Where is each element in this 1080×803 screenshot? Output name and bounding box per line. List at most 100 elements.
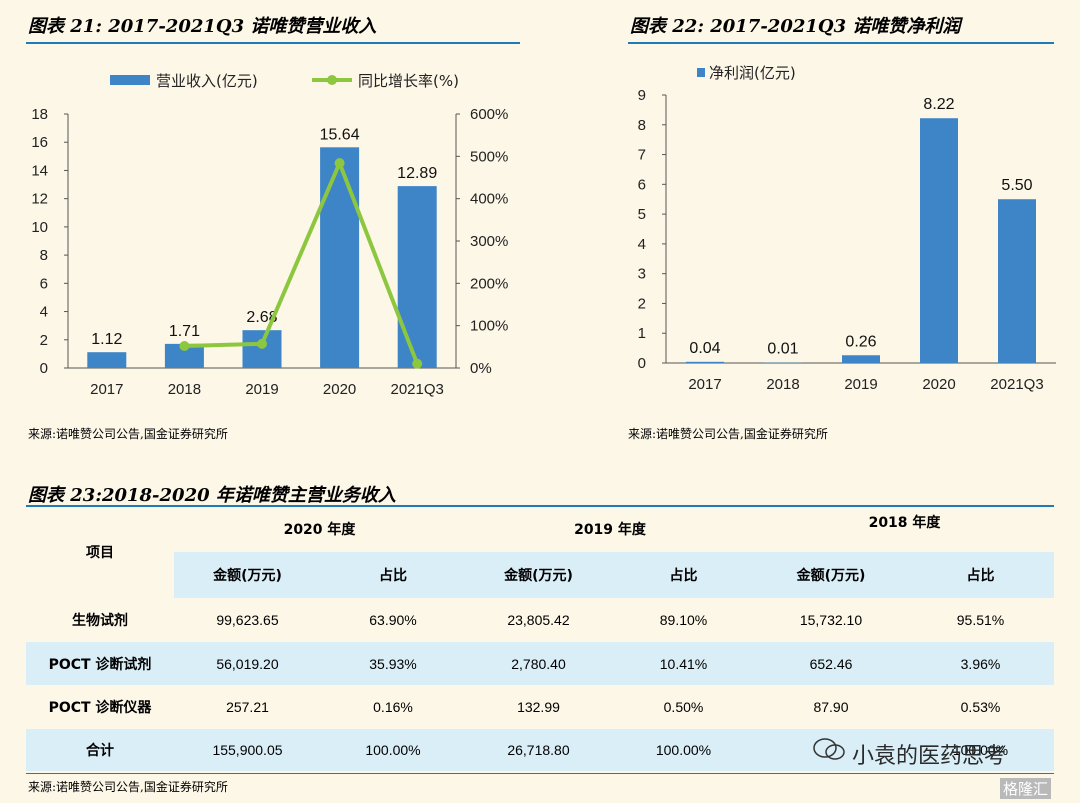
- growth-line: [184, 157, 420, 365]
- net-profit-bar-label: 0.04: [689, 340, 720, 357]
- table-cell: 2,780.40: [511, 655, 566, 672]
- left-tick-label: 2: [40, 332, 48, 349]
- left-tick-label: 6: [40, 275, 48, 292]
- table-row: POCT 诊断试剂 56,019.20 35.93% 2,780.40 10.4…: [26, 642, 1054, 685]
- right-tick-label: 500%: [470, 148, 508, 165]
- legend-line-marker: [327, 75, 337, 85]
- revenue-bar: [397, 186, 437, 368]
- growth-point: [334, 158, 345, 169]
- sub-header: 占比: [612, 552, 755, 598]
- net-profit-bar: [920, 118, 958, 363]
- revenue-bar: [242, 330, 282, 368]
- table-cell: 0.50%: [663, 699, 704, 715]
- table-cell: 10.41%: [659, 655, 708, 672]
- table-cell: 3.96%: [960, 655, 1001, 672]
- left-tick-label: 0: [40, 360, 48, 377]
- table-cell: 100.00%: [655, 742, 712, 758]
- left-tick-label: 5: [638, 206, 646, 223]
- right-tick-label: 200%: [470, 275, 508, 292]
- left-tick-label: 4: [638, 236, 646, 253]
- left-tick-label: 1: [638, 325, 646, 342]
- row-label: POCT 诊断试剂: [48, 656, 152, 673]
- left-tick-label: 10: [31, 219, 48, 236]
- right-tick-label: 100%: [470, 318, 508, 335]
- x-tick-label: 2019: [245, 381, 278, 398]
- revenue-bar-label: 15.64: [320, 126, 360, 143]
- sub-header: 金额(万元): [755, 552, 907, 598]
- fig23-title: 图表 23:2018-2020 年诺唯赞主营业务收入: [28, 485, 396, 506]
- net-profit-bar: [686, 361, 724, 363]
- left-tick-label: 4: [40, 304, 48, 321]
- revenue-bar: [320, 147, 360, 368]
- left-tick-label: 0: [638, 355, 646, 372]
- table-cell: 26,718.80: [507, 742, 570, 758]
- table-cell: 257.21: [226, 699, 269, 715]
- legend-bar-swatch: [697, 68, 705, 77]
- table-cell: 35.93%: [369, 655, 417, 672]
- sub-header: 占比: [907, 552, 1054, 598]
- legend-bar-label: 营业收入(亿元): [156, 72, 258, 90]
- revenue-chart: 营业收入(亿元) 同比增长率(%) 0 2 4 6 8 10 12 14 16 18 0% 100% 200…: [31, 72, 508, 398]
- table-cell: 63.90%: [369, 612, 417, 628]
- revenue-bar-label: 12.89: [397, 165, 437, 182]
- left-tick-label: 18: [31, 106, 48, 123]
- fig21-source: 来源:诺唯赞公司公告,国金证券研究所: [28, 427, 228, 441]
- legend-bar-label: 净利润(亿元): [709, 64, 796, 82]
- x-tick-label: 2021Q3: [391, 381, 444, 398]
- left-tick-label: 8: [40, 247, 48, 264]
- table-cell: 100.00%: [952, 742, 1009, 758]
- fig21-title-rule: [26, 42, 520, 44]
- revenue-bar-label: 1.12: [91, 331, 122, 348]
- revenue-bar-label: 1.71: [169, 323, 200, 340]
- row-label: 生物试剂: [72, 613, 128, 629]
- x-tick-label: 2021Q3: [990, 376, 1043, 393]
- watermark-text: 小袁的医药思考: [852, 744, 1007, 769]
- x-tick-label: 2017: [90, 381, 123, 398]
- table-cell: 132.99: [517, 699, 560, 715]
- table-cell: 23,805.42: [507, 612, 570, 628]
- fig23-source: 来源:诺唯赞公司公告,国金证券研究所: [28, 780, 228, 794]
- x-tick-label: 2018: [168, 381, 201, 398]
- left-tick-label: 12: [31, 191, 48, 208]
- year-header-2020: 2020 年度: [283, 522, 356, 538]
- left-tick-label: 3: [638, 266, 646, 283]
- net-profit-bar-label: 0.01: [767, 341, 798, 358]
- net-profit-bar: [998, 199, 1036, 363]
- right-tick-label: 400%: [470, 191, 508, 208]
- net-profit-chart: 净利润(亿元) 0 1 2 3 4 5 6 7 8 9 0.04 2017 0.01 2018 0.26 201…: [638, 64, 1056, 393]
- fig21-title: 图表 21: 2017-2021Q3 诺唯赞营业收入: [28, 16, 377, 37]
- item-header: 项目: [86, 545, 114, 561]
- right-tick-label: 300%: [470, 233, 508, 250]
- left-tick-label: 9: [638, 87, 646, 104]
- net-profit-bar-label: 5.50: [1001, 177, 1032, 194]
- table-cell: 99,623.65: [216, 612, 279, 628]
- fig23-bottom-rule: [26, 773, 1054, 774]
- left-tick-label: 14: [31, 162, 48, 179]
- table-cell: 15,732.10: [799, 612, 863, 628]
- year-header-2019: 2019 年度: [574, 522, 646, 538]
- growth-point: [412, 358, 423, 369]
- table-cell: 0.16%: [373, 699, 413, 715]
- table-row: 合计 155,900.05 100.00% 26,718.80 100.00% …: [26, 729, 1054, 771]
- table-cell: 89.10%: [659, 612, 708, 628]
- left-tick-label: 2: [638, 295, 646, 312]
- table-cell: 155,900.05: [212, 742, 283, 758]
- right-tick-label: 0%: [470, 360, 492, 377]
- main-business-table: 项目 2020 年度 2019 年度 2018 年度 金额(万元) 占比 金额(…: [26, 506, 1054, 771]
- table-row: POCT 诊断仪器 257.21 0.16% 132.99 0.50% 87.9…: [26, 685, 1054, 729]
- legend-bar-swatch: [110, 75, 150, 85]
- table-cell: 0.53%: [960, 699, 1001, 715]
- x-tick-label: 2020: [323, 381, 356, 398]
- fig22-source: 来源:诺唯赞公司公告,国金证券研究所: [628, 427, 828, 441]
- left-tick-label: 7: [638, 147, 646, 164]
- growth-point: [257, 338, 267, 349]
- sub-header: 占比: [321, 552, 465, 598]
- table-cell: 56,019.20: [216, 655, 279, 672]
- x-tick-label: 2018: [766, 376, 799, 393]
- table-cell: 100.00%: [365, 742, 421, 758]
- fig23-title-rule: [26, 505, 1054, 507]
- x-tick-label: 2020: [922, 376, 955, 393]
- revenue-bar: [87, 352, 127, 368]
- table-cell: 652.46: [809, 655, 853, 672]
- right-tick-label: 600%: [470, 106, 508, 123]
